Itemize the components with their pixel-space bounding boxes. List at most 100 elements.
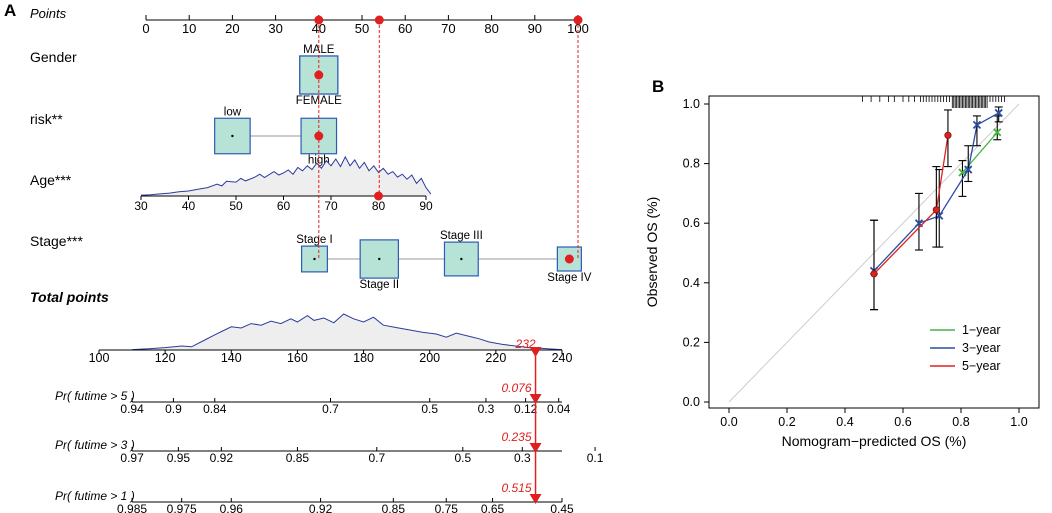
prob-tick-label: 0.12 <box>514 402 538 416</box>
y-tick-label: 0.6 <box>683 216 700 230</box>
points-axis: 0 10 20 30 40 50 60 70 80 90 100 <box>142 15 589 36</box>
prob-tick-label: 0.7 <box>368 451 385 465</box>
points-axis-tick-label: 20 <box>225 21 239 36</box>
data-point <box>994 108 1003 118</box>
age-variable-label: Age*** <box>30 172 72 188</box>
x-tick-label: 0.2 <box>778 415 795 429</box>
probability-axes: Pr( futime > 5 )0.94 0.9 0.84 0.7 0.5 0.3 0.12… <box>55 381 604 513</box>
prob-tick-label: 0.45 <box>550 502 574 513</box>
series-line <box>873 112 1000 272</box>
points-selected-dot <box>374 15 384 25</box>
y-tick-label: 0.8 <box>683 157 700 171</box>
prob-tick-label: 0.75 <box>435 502 459 513</box>
level-box <box>300 245 328 273</box>
age-tick-label: 50 <box>229 199 243 213</box>
x-axis-title: Nomogram−predicted OS (%) <box>782 433 967 449</box>
data-point <box>964 165 973 174</box>
calibration-axes: 0.0 0.2 0.4 0.6 0.8 1.0 0.0 0.2 0.4 0.6 0.8 1.0 <box>683 97 1028 429</box>
y-axis-title: Observed OS (%) <box>644 197 660 307</box>
prob-tick-label: 0.975 <box>167 502 197 513</box>
age-tick-label: 40 <box>182 199 196 213</box>
prob-tick-label: 0.7 <box>322 402 339 416</box>
prob-tick-label: 0.65 <box>481 502 505 513</box>
prob-tick-label: 0.04 <box>547 402 571 416</box>
selected-point <box>564 254 574 264</box>
prob-tick-label: 0.85 <box>286 451 310 465</box>
data-point <box>993 128 1002 137</box>
calibration-panel: B 0.0 0.2 0.4 0.6 0.8 1.0 0.0 0.2 0.4 0.6 0.8 1.0 N… <box>644 77 1040 449</box>
points-axis-title: Points <box>30 6 67 21</box>
age-tick-label: 70 <box>324 199 338 213</box>
calibration-series <box>869 106 1003 311</box>
level-label: Stage II <box>359 279 399 291</box>
level-label: Stage I <box>296 234 332 246</box>
data-point <box>932 206 940 214</box>
total-selected-value: 232 <box>515 337 536 351</box>
legend: 1−year 3−year 5−year <box>930 323 1001 373</box>
prob-axis-label: Pr( futime > 1 ) <box>55 489 135 503</box>
prob-axis-label: Pr( futime > 3 ) <box>55 438 135 452</box>
y-tick-label: 0.0 <box>683 395 700 409</box>
stage-row: Stage I Stage II Stage III Stage IV <box>296 230 591 291</box>
prob-tick-label: 0.985 <box>117 502 147 513</box>
panel-b-label: B <box>652 77 664 96</box>
y-tick-label: 1.0 <box>683 97 700 111</box>
prob-tick-label: 0.92 <box>210 451 234 465</box>
age-density-curve <box>140 155 432 196</box>
prob-axis-label: Pr( futime > 5 ) <box>55 389 135 403</box>
level-center-dot <box>313 257 316 261</box>
prob-tick-label: 0.97 <box>120 451 144 465</box>
total-points-row: 100 120 140 160 180 200 220 240 232 <box>89 313 572 365</box>
x-tick-label: 0.4 <box>836 415 853 429</box>
level-center-dot <box>460 257 463 261</box>
data-point <box>944 131 952 139</box>
prob-predicted-value: 0.515 <box>502 481 532 495</box>
y-tick-label: 0.4 <box>683 276 700 290</box>
age-tick-label: 90 <box>419 199 433 213</box>
prob-tick-label: 0.84 <box>203 402 227 416</box>
stage-variable-label: Stage*** <box>30 233 83 249</box>
age-tick-label: 60 <box>277 199 291 213</box>
prob-predicted-value: 0.076 <box>502 381 532 395</box>
legend-label: 1−year <box>962 323 1001 337</box>
total-points-title: Total points <box>30 289 109 305</box>
data-point <box>870 270 878 278</box>
selected-point <box>374 191 383 201</box>
prob-predicted-value: 0.235 <box>502 430 532 444</box>
total-tick-label: 160 <box>287 351 308 365</box>
points-axis-tick-label: 70 <box>441 21 455 36</box>
age-tick-label: 80 <box>372 199 386 213</box>
prob-tick-label: 0.95 <box>167 451 191 465</box>
points-axis-tick-label: 40 <box>312 21 326 36</box>
points-axis-tick-label: 30 <box>268 21 282 36</box>
legend-label: 5−year <box>962 359 1001 373</box>
rug-marks <box>862 96 1005 108</box>
gender-variable-label: Gender <box>30 49 77 65</box>
legend-label: 3−year <box>962 341 1001 355</box>
selection-guides <box>314 15 583 496</box>
points-selected-dot <box>573 15 583 25</box>
level-label: Stage IV <box>547 272 591 284</box>
level-label: Stage III <box>440 230 483 242</box>
series-line <box>873 135 949 275</box>
prob-tick-label: 0.5 <box>421 402 438 416</box>
level-label: low <box>224 106 242 118</box>
data-point <box>935 211 944 220</box>
prob-tick-label: 0.96 <box>220 502 244 513</box>
total-tick-label: 200 <box>419 351 440 365</box>
data-point <box>972 120 982 129</box>
x-tick-label: 0.0 <box>720 415 737 429</box>
panel-a-label: A <box>4 1 16 20</box>
prob-selected-marker <box>529 494 542 504</box>
prob-tick-label: 0.85 <box>382 502 406 513</box>
prob-tick-label: 0.9 <box>165 402 182 416</box>
risk-variable-label: risk** <box>30 111 63 127</box>
prob-tick-label: 0.92 <box>309 502 333 513</box>
x-tick-label: 1.0 <box>1010 415 1027 429</box>
total-density-curve <box>132 313 563 351</box>
total-density-fill <box>132 314 563 350</box>
level-center-dot <box>231 134 234 138</box>
points-axis-tick-label: 90 <box>528 21 542 36</box>
